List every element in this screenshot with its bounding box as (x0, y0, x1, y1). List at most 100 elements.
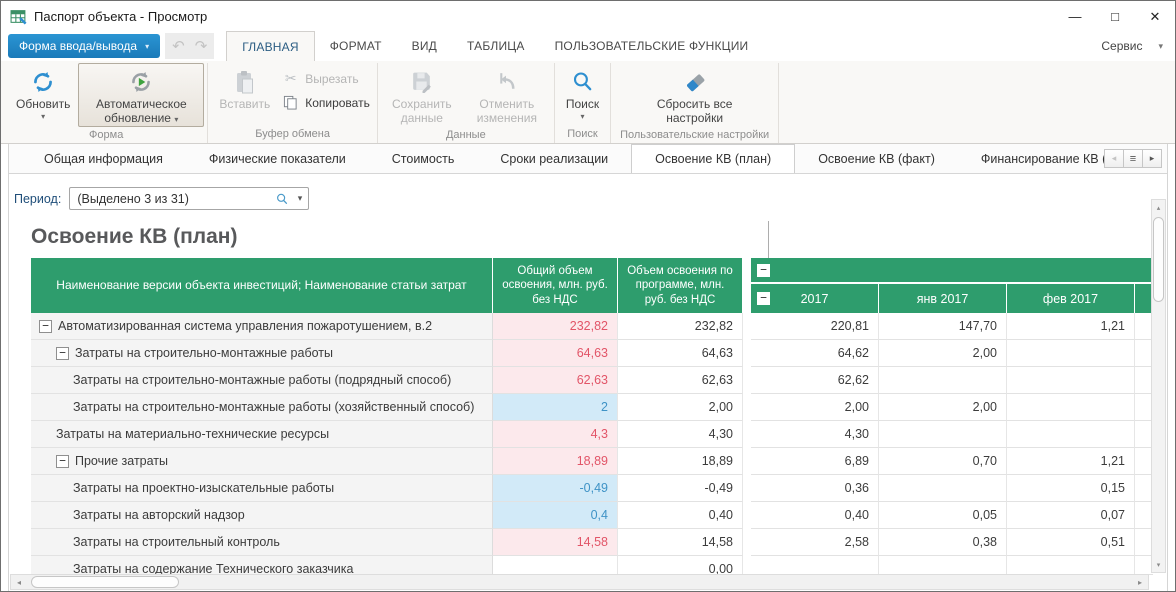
column-header-2017[interactable]: − 2017 (751, 284, 879, 313)
cell-jan-2017[interactable]: 2,00 (879, 394, 1007, 421)
cell-2017[interactable]: 220,81 (751, 313, 879, 340)
horizontal-scroll-thumb[interactable] (31, 576, 179, 588)
undo-changes-button[interactable]: Отменить изменения (463, 63, 551, 127)
copy-button[interactable]: Копировать (282, 95, 370, 110)
tab-cost[interactable]: Стоимость (391, 151, 455, 166)
tab-financing-kv-plan[interactable]: Финансирование КВ (план) (980, 151, 1139, 166)
tab-general-info[interactable]: Общая информация (44, 151, 163, 166)
cell-name[interactable]: − Затраты на строительно-монтажные работы (31, 340, 493, 367)
tab-scroll-left-button[interactable]: ◂ (1104, 149, 1124, 168)
period-group-band[interactable]: − (751, 258, 1153, 284)
cell-name[interactable]: Затраты на материально-технические ресур… (31, 421, 493, 448)
cell-feb-2017[interactable]: 0,15 (1007, 475, 1135, 502)
cell-name[interactable]: − Автоматизированная система управления п… (31, 313, 493, 340)
cell-2017[interactable]: 0,40 (751, 502, 879, 529)
table-row[interactable]: Затраты на авторский надзор 0,4 0,40 0,4… (31, 502, 1153, 529)
collapse-year-icon[interactable]: − (757, 292, 770, 305)
cell-2017[interactable]: 62,62 (751, 367, 879, 394)
cell-total-volume[interactable]: 4,3 (493, 421, 618, 448)
column-header-program-volume[interactable]: Объем освоения по программе, млн. руб. б… (618, 258, 743, 313)
cell-jan-2017[interactable] (879, 421, 1007, 448)
collapse-toggle-icon[interactable]: − (39, 319, 52, 333)
service-menu[interactable]: Сервис ▾ (1101, 39, 1163, 53)
column-header-jan-2017[interactable]: янв 2017 (879, 284, 1007, 313)
table-row[interactable]: − Автоматизированная система управления п… (31, 313, 1153, 340)
chevron-down-icon[interactable]: ▾ (297, 193, 303, 203)
cell-2017[interactable] (751, 556, 879, 574)
cell-jan-2017[interactable]: 0,70 (879, 448, 1007, 475)
cell-feb-2017[interactable]: 1,21 (1007, 313, 1135, 340)
close-button[interactable]: ✕ (1149, 8, 1161, 24)
table-row[interactable]: − Затраты на строительно-монтажные работы… (31, 340, 1153, 367)
scroll-left-button[interactable]: ◂ (11, 575, 27, 589)
horizontal-scroll-track[interactable] (27, 575, 1132, 589)
save-data-button[interactable]: Сохранить данные (381, 63, 463, 127)
cell-2017[interactable]: 64,62 (751, 340, 879, 367)
cell-feb-2017[interactable] (1007, 367, 1135, 394)
ribbon-tab-main[interactable]: ГЛАВНАЯ (226, 31, 315, 61)
collapse-toggle-icon[interactable]: − (56, 454, 69, 468)
horizontal-scrollbar[interactable]: ◂ ▸ (10, 574, 1149, 590)
cell-program-volume[interactable]: 232,82 (618, 313, 743, 340)
form-io-menu-button[interactable]: Форма ввода/вывода ▾ (8, 34, 161, 58)
ribbon-tab-user-functions[interactable]: ПОЛЬЗОВАТЕЛЬСКИЕ ФУНКЦИИ (554, 39, 749, 53)
cell-total-volume[interactable]: 64,63 (493, 340, 618, 367)
tab-osvoenie-kv-fact[interactable]: Освоение КВ (факт) (818, 151, 935, 166)
ribbon-tab-format[interactable]: ФОРМАТ (329, 39, 382, 53)
search-icon[interactable] (275, 192, 289, 206)
column-header-total-volume[interactable]: Общий объем освоения, млн. руб. без НДС (493, 258, 618, 313)
tab-financing-kv-fact[interactable]: Финансиро (1161, 144, 1167, 173)
cell-name[interactable]: − Прочие затраты (31, 448, 493, 475)
table-row[interactable]: Затраты на строительно-монтажные работы … (31, 394, 1153, 421)
cell-feb-2017[interactable] (1007, 340, 1135, 367)
cell-program-volume[interactable]: 14,58 (618, 529, 743, 556)
cell-program-volume[interactable]: -0,49 (618, 475, 743, 502)
ribbon-tab-view[interactable]: ВИД (411, 39, 437, 53)
cell-jan-2017[interactable] (879, 556, 1007, 574)
table-row[interactable]: Затраты на содержание Технического заказ… (31, 556, 1153, 574)
redo-icon[interactable]: ↷ (194, 37, 208, 55)
cell-name[interactable]: Затраты на проектно-изыскательные работы (31, 475, 493, 502)
cell-name[interactable]: Затраты на авторский надзор (31, 502, 493, 529)
table-row[interactable]: Затраты на строительно-монтажные работы … (31, 367, 1153, 394)
scroll-down-button[interactable]: ▾ (1152, 557, 1165, 572)
cell-program-volume[interactable]: 64,63 (618, 340, 743, 367)
paste-button[interactable]: Вставить (211, 63, 278, 126)
undo-icon[interactable]: ↶ (172, 37, 185, 55)
table-row[interactable]: − Прочие затраты 18,89 18,89 6,89 0,70 1,… (31, 448, 1153, 475)
cell-total-volume[interactable]: 0,4 (493, 502, 618, 529)
cell-name[interactable]: Затраты на строительно-монтажные работы … (31, 394, 493, 421)
cut-button[interactable]: ✂ Вырезать (282, 70, 370, 87)
cell-feb-2017[interactable]: 0,07 (1007, 502, 1135, 529)
vertical-scroll-track[interactable] (1152, 215, 1165, 557)
cell-2017[interactable]: 6,89 (751, 448, 879, 475)
cell-total-volume[interactable]: 2 (493, 394, 618, 421)
cell-feb-2017[interactable] (1007, 394, 1135, 421)
tab-physical-indicators[interactable]: Физические показатели (208, 151, 346, 166)
cell-2017[interactable]: 2,58 (751, 529, 879, 556)
collapse-all-periods-icon[interactable]: − (757, 263, 770, 277)
cell-total-volume[interactable]: -0,49 (493, 475, 618, 502)
cell-program-volume[interactable]: 4,30 (618, 421, 743, 448)
cell-total-volume[interactable]: 232,82 (493, 313, 618, 340)
tab-list-button[interactable]: ≡ (1123, 149, 1143, 168)
cell-jan-2017[interactable]: 0,05 (879, 502, 1007, 529)
cell-total-volume[interactable]: 14,58 (493, 529, 618, 556)
tab-implementation-terms[interactable]: Сроки реализации (500, 151, 609, 166)
ribbon-tab-table[interactable]: ТАБЛИЦА (467, 39, 525, 53)
period-select-input[interactable]: (Выделено 3 из 31) ▾ (69, 187, 310, 210)
cell-feb-2017[interactable] (1007, 421, 1135, 448)
cell-jan-2017[interactable] (879, 475, 1007, 502)
cell-2017[interactable]: 2,00 (751, 394, 879, 421)
cell-2017[interactable]: 0,36 (751, 475, 879, 502)
cell-name[interactable]: Затраты на строительно-монтажные работы … (31, 367, 493, 394)
cell-feb-2017[interactable]: 0,51 (1007, 529, 1135, 556)
cell-jan-2017[interactable]: 2,00 (879, 340, 1007, 367)
cell-name[interactable]: Затраты на строительный контроль (31, 529, 493, 556)
cell-feb-2017[interactable] (1007, 556, 1135, 574)
refresh-button[interactable]: Обновить ▾ (8, 63, 78, 127)
tab-scroll-right-button[interactable]: ▸ (1142, 149, 1162, 168)
column-header-feb-2017[interactable]: фев 2017 (1007, 284, 1135, 313)
auto-refresh-toggle-button[interactable]: Автоматическое обновление ▾ (78, 63, 205, 127)
scroll-up-button[interactable]: ▴ (1152, 200, 1165, 215)
